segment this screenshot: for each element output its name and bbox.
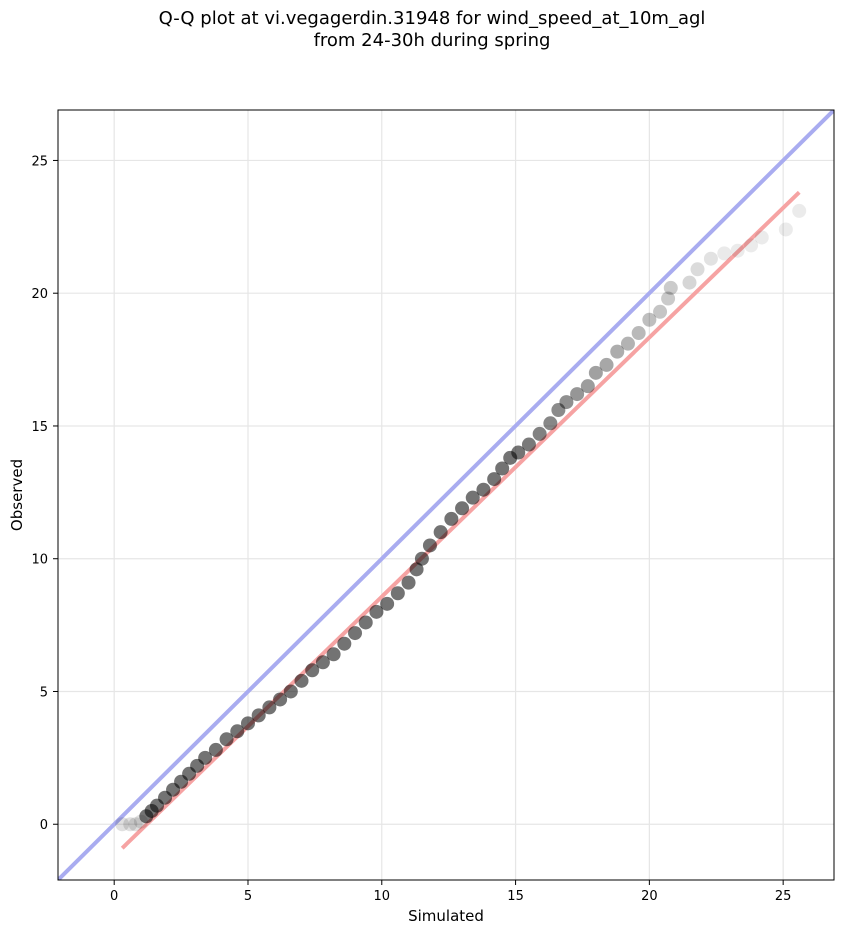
qq-point [283, 684, 298, 699]
qq-point [390, 586, 405, 601]
y-tick-label: 10 [31, 553, 48, 568]
x-tick-label: 5 [244, 889, 252, 904]
y-axis-label: Observed [8, 459, 26, 531]
qq-point [511, 445, 526, 460]
qq-point [337, 636, 352, 651]
chart-title-line-1: Q-Q plot at vi.vegagerdin.31948 for wind… [158, 8, 706, 29]
qq-point [208, 742, 223, 757]
qq-point [642, 312, 657, 327]
qq-point [294, 673, 309, 688]
qq-point [631, 326, 646, 341]
y-tick-label: 15 [31, 420, 48, 435]
qq-point [433, 525, 448, 540]
x-tick-label: 10 [374, 889, 391, 904]
qq-point [495, 461, 510, 476]
qq-point [792, 203, 807, 218]
qq-point [115, 817, 130, 832]
qq-point [358, 615, 373, 630]
qq-point [653, 304, 668, 319]
qq-point [273, 692, 288, 707]
qq-point [230, 724, 245, 739]
qq-point [476, 482, 491, 497]
qq-point [551, 403, 566, 418]
qq-point [414, 551, 429, 566]
qq-point [690, 262, 705, 277]
qq-point [380, 596, 395, 611]
y-tick-label: 0 [40, 818, 48, 833]
qq-point [123, 817, 138, 832]
qq-point [588, 365, 603, 380]
qq-point [409, 562, 424, 577]
qq-point [661, 291, 676, 306]
qq-point [682, 275, 697, 290]
x-tick-label: 20 [641, 889, 658, 904]
x-axis-label: Simulated [408, 907, 484, 925]
qq-point [444, 511, 459, 526]
chart-title-line-2: from 24-30h during spring [313, 30, 551, 51]
qq-point [198, 750, 213, 765]
qq-point [128, 817, 143, 832]
qq-point [620, 336, 635, 351]
fit-line [120, 190, 801, 850]
grid [58, 110, 834, 880]
qq-point [532, 426, 547, 441]
y-tick-label: 5 [40, 685, 48, 700]
qq-point [315, 655, 330, 670]
qq-point [610, 344, 625, 359]
qq-point [422, 538, 437, 553]
qq-point [703, 251, 718, 266]
qq-point [730, 243, 745, 258]
axes-frame [57, 109, 835, 881]
qq-point [348, 626, 363, 641]
axis-ticks: 0 5 10 15 20 25 0 5 10 15 20 25 [31, 154, 791, 904]
qq-point [744, 238, 759, 253]
x-tick-label: 15 [507, 889, 524, 904]
qq-point [455, 501, 470, 516]
chart-title: Q-Q plot at vi.vegagerdin.31948 for wind… [0, 8, 843, 52]
qq-point [262, 700, 277, 715]
qq-point [754, 230, 769, 245]
identity-line [58, 110, 834, 880]
reference-lines [58, 110, 834, 880]
qq-point [305, 663, 320, 678]
qq-point [369, 604, 384, 619]
qq-point [599, 357, 614, 372]
qq-point [543, 416, 558, 431]
x-tick-label: 0 [110, 889, 118, 904]
qq-point [521, 437, 536, 452]
qq-point [580, 379, 595, 394]
y-tick-label: 20 [31, 287, 48, 302]
qq-point [559, 395, 574, 410]
qq-point [778, 222, 793, 237]
y-tick-label: 25 [31, 154, 48, 169]
qq-point [487, 472, 502, 487]
qq-points [115, 203, 807, 832]
qq-point [570, 387, 585, 402]
qq-point [240, 716, 255, 731]
qq-point [219, 732, 234, 747]
qq-point [401, 575, 416, 590]
qq-point [326, 647, 341, 662]
qq-point [717, 246, 732, 261]
qq-point [465, 490, 480, 505]
x-tick-label: 25 [775, 889, 792, 904]
qq-point [251, 708, 266, 723]
qq-point [663, 280, 678, 295]
